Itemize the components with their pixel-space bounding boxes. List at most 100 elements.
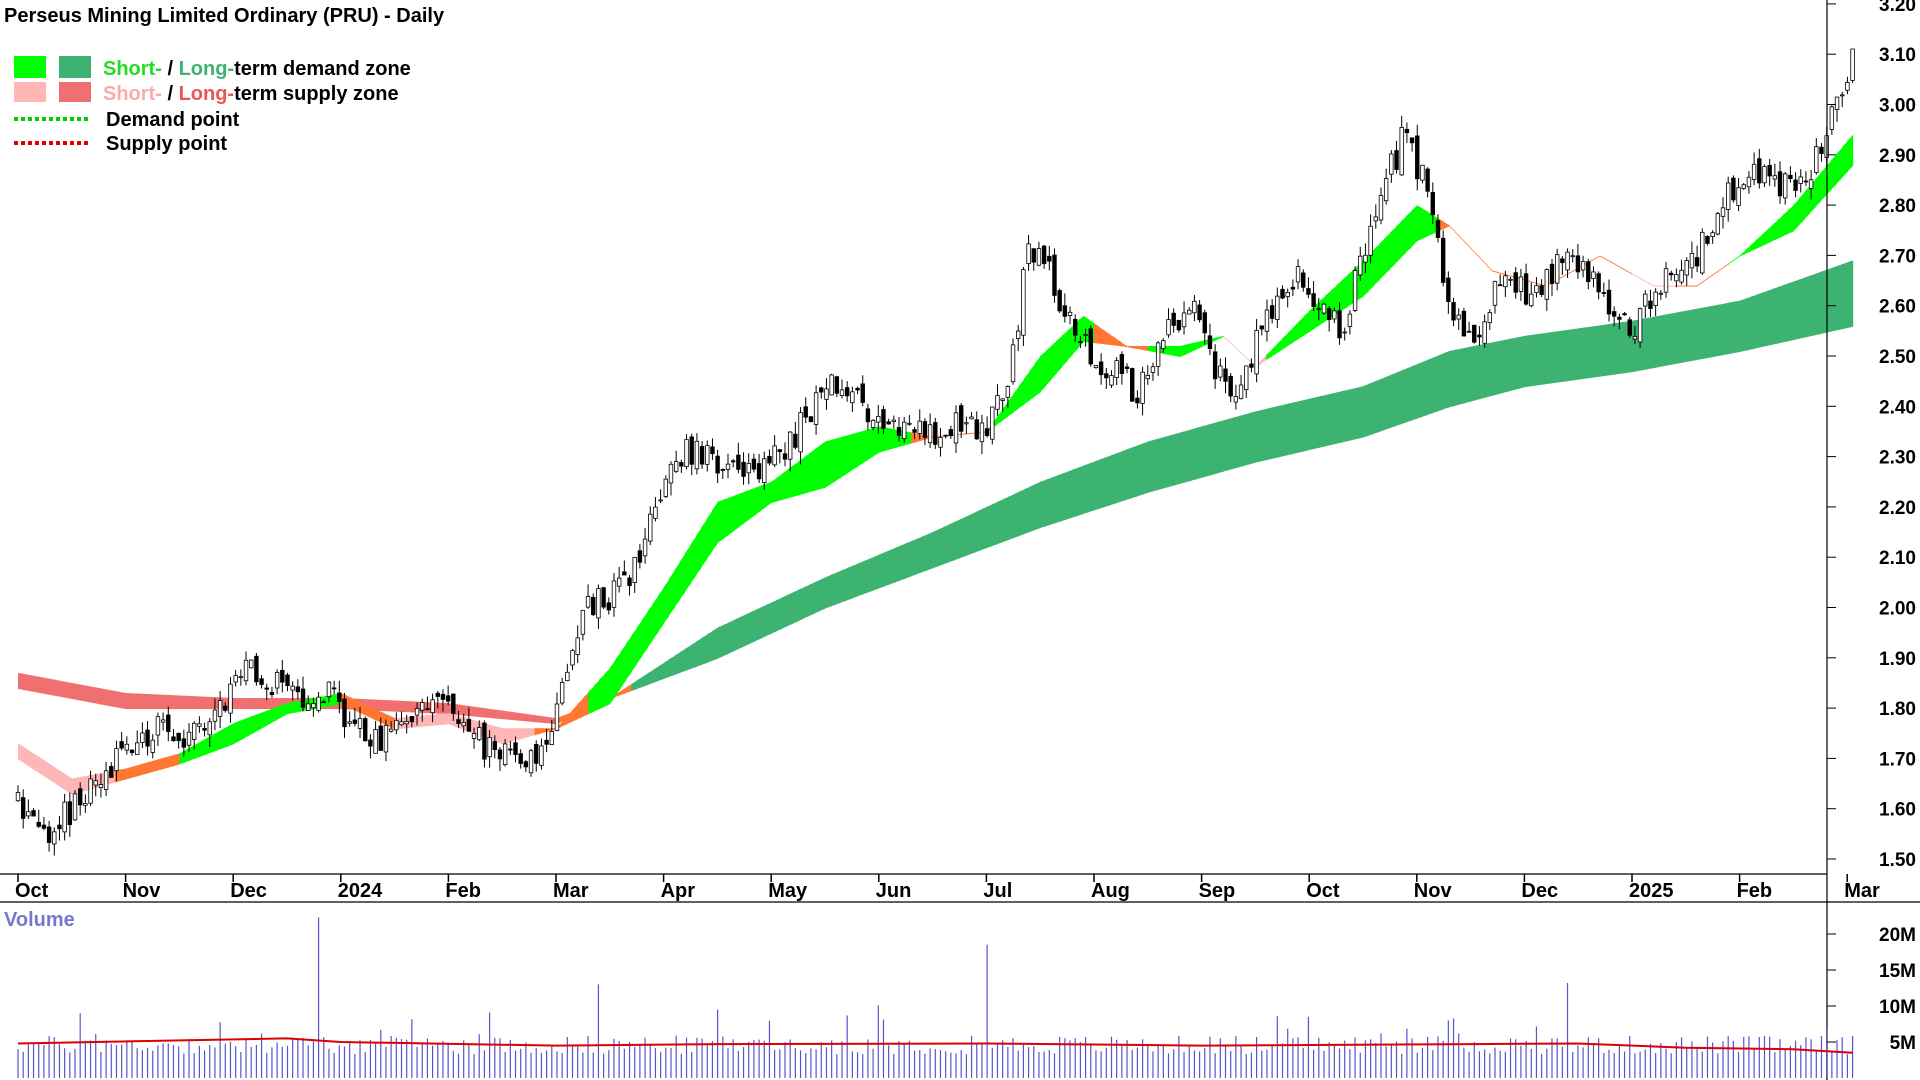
short-term-zone-segment (55, 767, 62, 788)
candle (798, 407, 803, 465)
short-term-zone-segment (851, 432, 858, 471)
short-term-zone-segment (1486, 264, 1493, 272)
short-term-zone-segment (1077, 315, 1084, 349)
long-term-zone-segment (1002, 496, 1009, 543)
long-term-zone-segment (507, 711, 514, 721)
candle (534, 740, 539, 772)
long-term-zone-segment (1475, 344, 1482, 401)
short-term-zone-segment (1728, 259, 1735, 264)
long-term-zone-segment (1524, 335, 1531, 388)
long-term-zone-segment (1572, 328, 1579, 381)
long-term-zone-segment (1072, 467, 1079, 518)
short-term-zone-segment (658, 587, 665, 632)
short-term-zone-segment (1723, 262, 1730, 268)
candle (1435, 214, 1441, 243)
candle (129, 749, 135, 756)
long-term-zone-segment (658, 662, 665, 681)
short-term-zone-segment (1685, 285, 1692, 287)
candle (1456, 308, 1461, 331)
long-term-zone-segment (1680, 310, 1687, 364)
long-term-zone-segment (814, 579, 821, 614)
candle (1306, 277, 1311, 299)
long-term-zone-segment (518, 712, 525, 722)
short-term-zone-segment (163, 756, 170, 769)
long-term-zone-segment (701, 634, 708, 665)
candle (1078, 335, 1083, 349)
short-term-zone-segment (1605, 258, 1612, 263)
candle (1124, 363, 1130, 374)
long-term-zone-segment (652, 666, 659, 683)
short-term-zone-segment (1083, 315, 1090, 343)
candle (1005, 385, 1011, 408)
candle (1829, 104, 1835, 135)
short-term-zone-segment (1400, 216, 1407, 258)
long-term-zone-segment (878, 552, 885, 589)
time-tick-label: Jun (876, 880, 912, 902)
candle (435, 690, 440, 709)
candle (1430, 182, 1436, 225)
candle (202, 722, 207, 737)
long-term-zone-segment (1276, 405, 1283, 458)
long-term-zone-segment (1632, 319, 1638, 373)
candle (492, 735, 497, 759)
candle (420, 698, 425, 722)
candle (1689, 241, 1695, 279)
short-term-zone-segment (1632, 273, 1638, 278)
candle (1155, 341, 1161, 377)
long-term-zone-segment (835, 570, 842, 605)
candle (1658, 290, 1664, 300)
short-term-zone-segment (346, 695, 353, 710)
short-term-zone-segment (905, 431, 912, 446)
candle (518, 749, 523, 769)
long-term-zone-segment (1137, 443, 1144, 497)
candle (1565, 248, 1570, 279)
candle (363, 716, 368, 742)
long-term-zone-segment (1336, 391, 1343, 444)
candle (699, 441, 705, 469)
short-term-zone-segment (114, 769, 121, 783)
candle (1347, 310, 1353, 335)
short-term-zone-segment (1190, 342, 1197, 352)
candle (357, 706, 363, 738)
legend-long-demand-swatch (59, 56, 91, 78)
short-term-zone-segment (1621, 267, 1628, 272)
short-term-zone-segment (378, 710, 385, 725)
candle (1275, 287, 1280, 328)
long-term-zone-segment (1610, 323, 1617, 376)
long-term-zone-segment (523, 713, 530, 722)
long-term-zone-segment (545, 716, 552, 724)
time-tick-label: 2025 (1629, 880, 1674, 902)
short-term-zone-segment (615, 651, 622, 697)
candle (979, 414, 985, 454)
short-term-zone-segment (695, 527, 702, 576)
long-term-zone-segment (82, 684, 89, 703)
candle (269, 686, 275, 698)
long-term-zone-segment (1196, 426, 1203, 480)
short-term-zone-segment (1567, 270, 1574, 275)
short-term-zone-segment (1739, 250, 1746, 257)
candle (1591, 266, 1596, 288)
long-term-zone-segment (1115, 451, 1122, 504)
long-term-zone-segment (615, 690, 622, 698)
candle (984, 416, 990, 438)
short-term-zone-segment (421, 715, 428, 727)
long-term-zone-segment (1814, 271, 1821, 336)
long-term-zone-segment (916, 536, 923, 575)
long-term-zone-segment (1744, 296, 1751, 351)
candle (440, 689, 446, 712)
candle (1269, 299, 1275, 324)
candle (528, 748, 534, 777)
short-term-zone-segment (443, 713, 449, 725)
candle (689, 433, 694, 476)
candle (1010, 338, 1016, 385)
short-term-zone-segment (1847, 134, 1854, 172)
candle (1518, 268, 1524, 301)
short-term-zone-segment (1024, 371, 1031, 405)
candle (1710, 230, 1715, 244)
candle (228, 676, 233, 723)
candle (860, 375, 865, 407)
short-term-zone-segment (776, 473, 783, 502)
candle (280, 659, 285, 693)
long-term-zone-segment (1513, 336, 1520, 391)
candle (502, 738, 508, 767)
